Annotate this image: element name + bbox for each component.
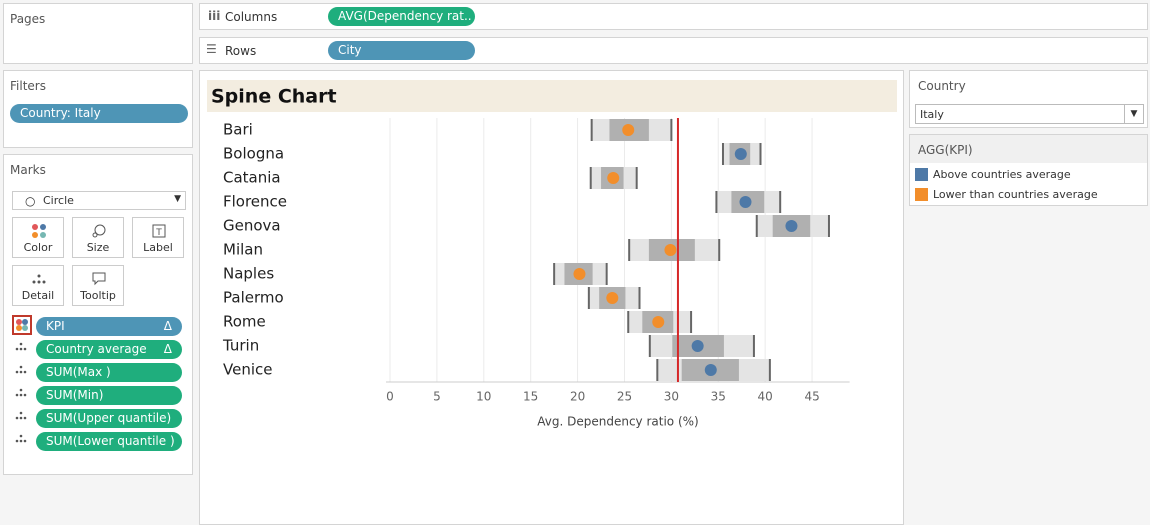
field-name: Country average: [46, 342, 147, 356]
field-pill[interactable]: SUM(Max ): [36, 363, 182, 382]
point: [607, 172, 620, 184]
size-button[interactable]: Size: [72, 217, 124, 258]
city-label: Naples: [223, 265, 274, 283]
city-label: Florence: [223, 193, 287, 211]
marks-card: Marks ○ Circle ▼ Color Size T Label Detai…: [3, 154, 193, 475]
legend-title: AGG(KPI): [918, 143, 973, 157]
legend-swatch: [915, 168, 928, 181]
country-filter-card: Country Italy ▼: [909, 70, 1148, 128]
x-tick-label: 35: [711, 390, 726, 404]
city-label: Bari: [223, 121, 253, 139]
field-pill[interactable]: KPI Δ: [36, 317, 182, 336]
detail-encoding-icon: [12, 384, 32, 404]
title-bar: [207, 80, 897, 112]
legend-label: Lower than countries average: [933, 188, 1098, 201]
city-label: Rome: [223, 313, 266, 331]
button-label: Color: [23, 241, 53, 254]
field-pill[interactable]: Country average Δ: [36, 340, 182, 359]
color-encoding-icon: [12, 315, 32, 335]
legend-label: Above countries average: [933, 168, 1071, 181]
x-axis-title: Avg. Dependency ratio (%): [537, 415, 698, 429]
field-name: SUM(Lower quantile ): [46, 434, 175, 448]
button-label: Tooltip: [80, 289, 116, 302]
svg-text:T: T: [155, 228, 162, 238]
point: [622, 124, 635, 136]
chart-title: Spine Chart: [211, 86, 337, 108]
point: [664, 244, 677, 256]
point: [785, 220, 798, 232]
detail-encoding-icon: [12, 407, 32, 427]
city-label: Bologna: [223, 145, 284, 163]
field-name: KPI: [46, 319, 65, 333]
detail-encoding-icon: [12, 338, 32, 358]
city-label: Milan: [223, 241, 263, 259]
filter-pill[interactable]: Country: Italy: [10, 104, 188, 123]
point: [739, 196, 752, 208]
field-suffix: Δ: [163, 319, 172, 333]
x-tick-label: 10: [476, 390, 491, 404]
field-name: SUM(Max ): [46, 365, 111, 379]
x-tick-label: 40: [758, 390, 773, 404]
city-label: Palermo: [223, 289, 284, 307]
point: [652, 316, 665, 328]
city-label: Catania: [223, 169, 281, 187]
country-value: Italy: [920, 108, 944, 121]
mark-type-dropdown[interactable]: ○ Circle ▼: [12, 191, 186, 210]
city-label: Genova: [223, 217, 281, 235]
rows-pill[interactable]: City: [328, 41, 475, 60]
country-dropdown[interactable]: Italy ▼: [915, 104, 1144, 124]
columns-shelf: iii Columns AVG(Dependency rat..: [199, 3, 1148, 30]
legend-card: AGG(KPI) Above countries average Lower th…: [909, 134, 1148, 206]
country-filter-title: Country: [918, 79, 966, 93]
detail-encoding-icon: [12, 361, 32, 381]
pages-title: Pages: [10, 12, 46, 26]
view: Spine Chart Avg. Dependency ratio (%) 0 5…: [199, 70, 904, 525]
field-name: SUM(Upper quantile): [46, 411, 172, 425]
columns-pill[interactable]: AVG(Dependency rat..: [328, 7, 475, 26]
point: [691, 340, 704, 352]
mark-type: Circle: [43, 194, 74, 207]
x-tick-label: 0: [386, 390, 394, 404]
city-label: Turin: [222, 337, 259, 355]
x-tick-label: 30: [664, 390, 679, 404]
x-tick-label: 45: [804, 390, 819, 404]
button-label: Detail: [21, 289, 55, 302]
field-name: SUM(Min): [46, 388, 104, 402]
label-button[interactable]: T Label: [132, 217, 184, 258]
button-label: Size: [86, 241, 110, 254]
detail-encoding-icon: [12, 430, 32, 450]
columns-label: Columns: [225, 10, 278, 24]
point: [573, 268, 586, 280]
color-button[interactable]: Color: [12, 217, 64, 258]
marks-title: Marks: [10, 163, 46, 177]
detail-button[interactable]: Detail: [12, 265, 64, 306]
button-label: Label: [143, 241, 173, 254]
pages-card: Pages: [3, 3, 193, 64]
field-pill[interactable]: SUM(Min): [36, 386, 182, 405]
x-tick-label: 25: [617, 390, 632, 404]
field-suffix: Δ: [163, 342, 172, 356]
filters-card: Filters Country: Italy: [3, 70, 193, 148]
point: [606, 292, 619, 304]
point: [734, 148, 747, 160]
tooltip-button[interactable]: Tooltip: [72, 265, 124, 306]
city-label: Venice: [223, 361, 272, 379]
rows-shelf: ☰ Rows City: [199, 37, 1148, 64]
legend-swatch: [915, 188, 928, 201]
field-pill[interactable]: SUM(Lower quantile ): [36, 432, 182, 451]
x-tick-label: 5: [433, 390, 441, 404]
x-tick-label: 20: [570, 390, 585, 404]
x-tick-label: 15: [523, 390, 538, 404]
field-pill[interactable]: SUM(Upper quantile): [36, 409, 182, 428]
filters-title: Filters: [10, 79, 46, 93]
rows-label: Rows: [225, 44, 257, 58]
spine-chart: Spine Chart Avg. Dependency ratio (%) 0 5…: [207, 80, 897, 429]
point: [704, 364, 717, 376]
